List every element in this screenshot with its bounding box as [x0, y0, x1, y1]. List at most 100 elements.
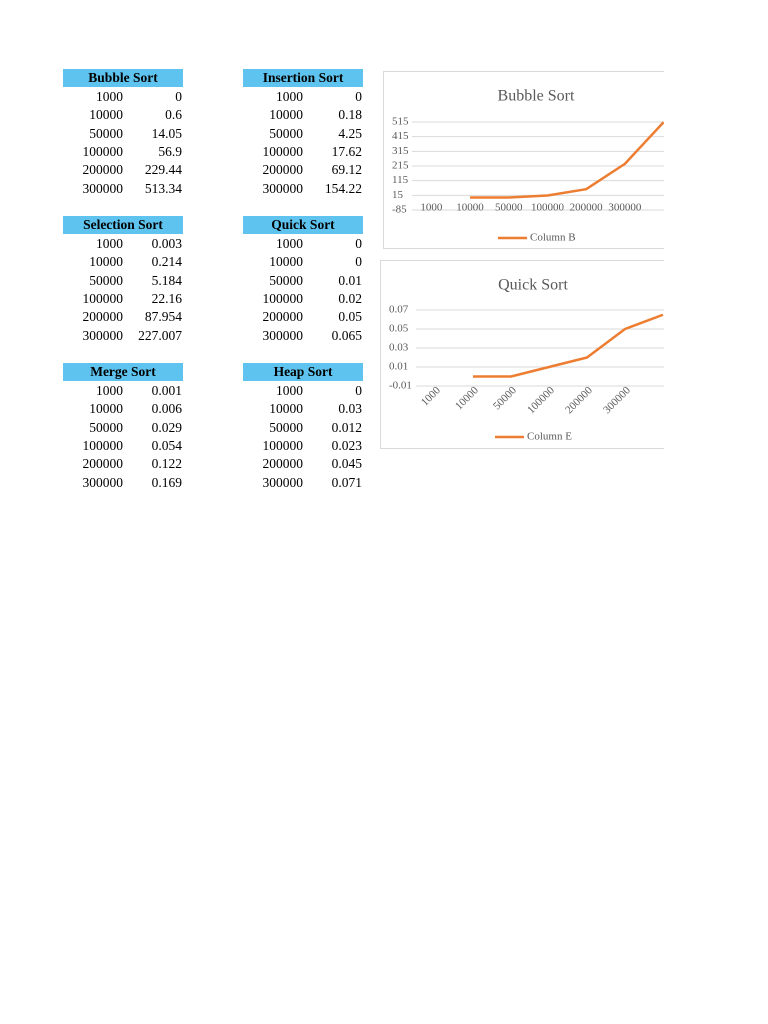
- x-tick-label: 100000: [525, 384, 557, 416]
- y-tick-label: 415: [392, 130, 409, 142]
- x-tick-label: 10000: [453, 384, 481, 412]
- table-cell: 0.18: [338, 107, 362, 123]
- table-cell: 0.01: [338, 272, 362, 288]
- table-cell: 10000: [89, 254, 123, 270]
- table-cell: 0.122: [151, 456, 182, 472]
- x-tick-label: 50000: [491, 384, 519, 412]
- table-cell: 200000: [262, 456, 304, 472]
- y-tick-label: 215: [392, 160, 409, 172]
- table-cell: 4.25: [338, 125, 362, 141]
- y-tick-label: 315: [392, 145, 409, 157]
- table-cell: 0.071: [331, 474, 362, 490]
- y-tick-label: 0.03: [389, 342, 409, 354]
- table-cell: 50000: [269, 272, 303, 288]
- table-cell: 0: [355, 383, 362, 398]
- table-cell: 1000: [276, 236, 303, 251]
- table-title: Bubble Sort: [63, 69, 183, 87]
- table-cell: 50000: [269, 125, 303, 141]
- table-cell: 10000: [269, 107, 303, 123]
- table-cell: 0.03: [338, 401, 362, 417]
- y-tick-label: 115: [392, 174, 409, 186]
- table-cell: 100000: [262, 143, 304, 159]
- table-cell: 100000: [262, 290, 304, 306]
- table-cell: 100000: [82, 437, 124, 453]
- chart-svg: Bubble Sort -85 15 115 215 315 415 515 1000 10000…: [392, 88, 664, 244]
- table-cell: 69.12: [331, 162, 362, 178]
- table-cell: 1000: [276, 89, 303, 104]
- y-tick-label: 15: [392, 189, 404, 201]
- table-cell: 56.9: [158, 143, 182, 159]
- table-cell: 0.05: [338, 309, 362, 325]
- table-cell: 300000: [82, 327, 124, 343]
- table-cell: 1000: [276, 383, 303, 398]
- table-cell: 200000: [262, 309, 304, 325]
- x-tick-label: 50000: [495, 202, 523, 214]
- table-cell: 0.001: [151, 383, 182, 398]
- table-cell: 50000: [89, 419, 123, 435]
- table-cell: 200000: [82, 309, 124, 325]
- y-tick-label: -0.01: [389, 380, 412, 392]
- table-cell: 229.44: [144, 162, 182, 178]
- table-cell: 5.184: [151, 272, 182, 288]
- table-cell: 0: [355, 236, 362, 251]
- table-cell: 50000: [89, 125, 123, 141]
- table-cell: 10000: [269, 254, 303, 270]
- x-tick-label: 10000: [456, 202, 484, 214]
- table-cell: 50000: [269, 419, 303, 435]
- y-tick-label: 515: [392, 116, 409, 128]
- series-line: [473, 313, 664, 378]
- table-cell: 50000: [89, 272, 123, 288]
- x-tick-label: 300000: [601, 384, 633, 416]
- table-cell: 300000: [82, 474, 124, 490]
- table-cell: 0.054: [151, 437, 182, 453]
- table-title: Heap Sort: [243, 363, 363, 381]
- table-cell: 154.22: [324, 180, 362, 196]
- table-cell: 300000: [262, 474, 304, 490]
- table-title: Merge Sort: [63, 363, 183, 381]
- table-cell: 513.34: [144, 180, 182, 196]
- table-cell: 22.16: [151, 290, 182, 306]
- table-cell: 100000: [262, 437, 304, 453]
- x-tick-label: 1000: [420, 202, 443, 214]
- table-cell: 0: [355, 89, 362, 104]
- table-cell: 200000: [82, 456, 124, 472]
- table-cell: 100000: [82, 290, 124, 306]
- table-cell: 0.003: [151, 236, 182, 251]
- table-cell: 300000: [82, 180, 124, 196]
- chart: Bubble Sort -85 15 115 215 315 415 515 1000 10000…: [383, 71, 664, 249]
- table-cell: 0.006: [151, 401, 182, 417]
- table-title: Insertion Sort: [243, 69, 363, 87]
- x-tick-label: 1000: [419, 384, 443, 408]
- chart-svg: Quick Sort -0.01 0.01 0.03 0.05 0.07 1000 10000…: [389, 277, 664, 443]
- x-tick-label: 300000: [608, 202, 642, 214]
- y-tick-label: 0.05: [389, 323, 409, 335]
- table-title: Selection Sort: [63, 216, 183, 234]
- y-tick-label: 0.01: [389, 361, 408, 373]
- table-cell: 0.029: [151, 419, 182, 435]
- table-cell: 227.007: [138, 327, 182, 343]
- table-cell: 200000: [262, 162, 304, 178]
- table-cell: 10000: [89, 107, 123, 123]
- y-tick-label: -85: [392, 204, 407, 216]
- x-tick-label: 200000: [563, 384, 595, 416]
- table-cell: 0.169: [151, 474, 182, 490]
- table-cell: 10000: [89, 401, 123, 417]
- table-cell: 0: [355, 254, 362, 270]
- series-line: [470, 121, 664, 199]
- table-cell: 0.02: [338, 290, 362, 306]
- table-cell: 300000: [262, 327, 304, 343]
- x-tick-label: 200000: [570, 202, 604, 214]
- table-cell: 0.012: [331, 419, 362, 435]
- table-cell: 0.065: [331, 327, 362, 343]
- table-cell: 0.214: [151, 254, 182, 270]
- table-cell: 1000: [96, 236, 123, 251]
- table-cell: 0: [175, 89, 182, 104]
- table-cell: 14.05: [151, 125, 182, 141]
- table-cell: 1000: [96, 89, 123, 104]
- x-tick-label: 100000: [531, 202, 565, 214]
- table-cell: 0.045: [331, 456, 362, 472]
- chart-title: Bubble Sort: [498, 88, 575, 105]
- table-cell: 17.62: [331, 143, 362, 159]
- table-cell: 200000: [82, 162, 124, 178]
- table-cell: 87.954: [144, 309, 182, 325]
